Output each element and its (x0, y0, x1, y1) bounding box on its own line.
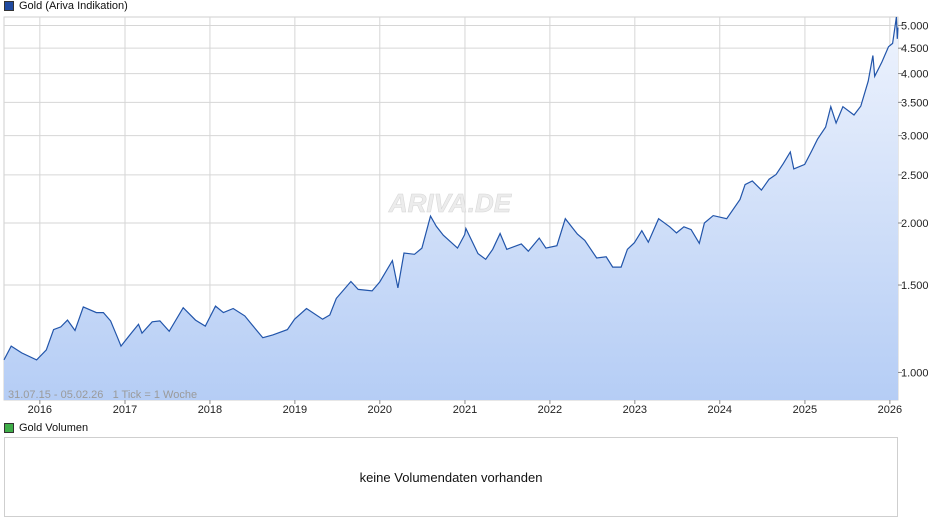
price-line (3, 16, 899, 361)
price-area (4, 17, 898, 400)
x-tick-label: 2026 (878, 404, 902, 416)
price-legend-label: Gold (Ariva Indikation) (19, 0, 128, 12)
price-chart: ARIVA.DE 31.07.15 - 05.02.26 1 Tick = 1 … (3, 16, 929, 416)
x-tick-label: 2023 (623, 404, 647, 416)
x-tick-label: 2018 (198, 404, 222, 416)
y-tick-label: 3.000 (901, 131, 929, 143)
x-tick-label: 2022 (538, 404, 562, 416)
volume-legend-label: Gold Volumen (19, 422, 89, 434)
price-legend-swatch-icon (4, 1, 14, 11)
x-tick-label: 2020 (368, 404, 392, 416)
watermark: ARIVA.DE (388, 188, 512, 218)
price-legend: Gold (Ariva Indikation) (4, 0, 128, 12)
volume-panel: keine Volumendaten vorhanden (4, 437, 898, 517)
x-tick-label: 2019 (283, 404, 307, 416)
y-tick-label: 2.500 (901, 170, 929, 182)
volume-legend: Gold Volumen (4, 422, 88, 434)
volume-legend-swatch-icon (4, 423, 14, 433)
y-tick-label: 1.500 (901, 280, 929, 292)
x-tick-label: 2016 (28, 404, 52, 416)
y-tick-label: 1.000 (901, 367, 929, 379)
y-tick-label: 4.500 (901, 43, 929, 55)
volume-empty-message: keine Volumendaten vorhanden (359, 469, 543, 485)
y-tick-label: 5.000 (901, 20, 929, 32)
x-tick-label: 2024 (708, 404, 732, 416)
y-tick-label: 3.500 (901, 97, 929, 109)
x-tick-label: 2021 (453, 404, 477, 416)
range-info: 31.07.15 - 05.02.26 1 Tick = 1 Woche (8, 389, 197, 401)
x-tick-label: 2017 (113, 404, 137, 416)
y-tick-label: 4.000 (901, 69, 929, 81)
y-axis-ticks: 1.000 1.500 2.000 2.500 3.000 3.500 4.000 4.500… (898, 20, 929, 379)
x-tick-label: 2025 (793, 404, 817, 416)
y-tick-label: 2.000 (901, 218, 929, 230)
x-axis-ticks: 2016 2017 2018 2019 2020 2021 2022 2023 2024 2025… (28, 400, 902, 416)
